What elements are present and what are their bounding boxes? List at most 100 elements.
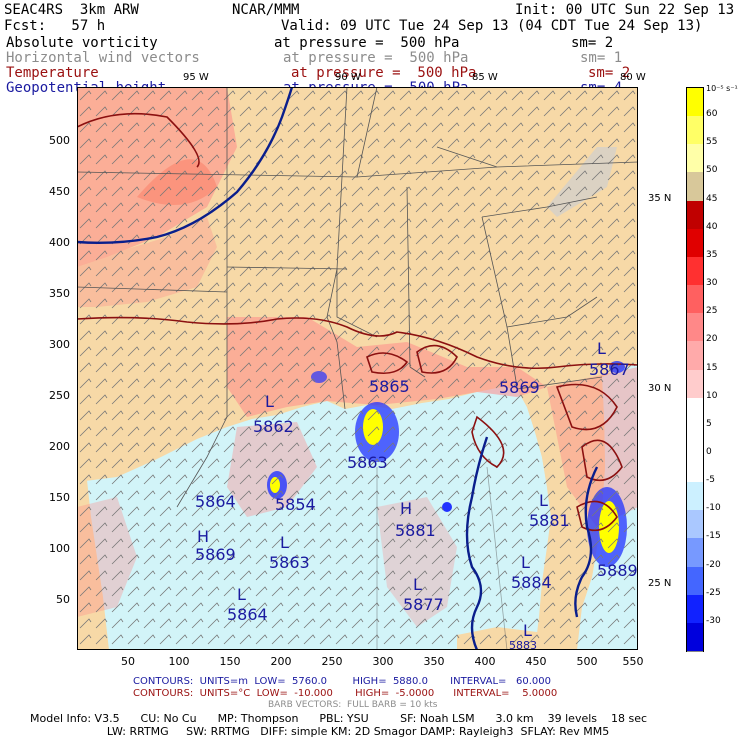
y-tick: 50 [56,593,70,606]
temperature-contours [77,112,638,532]
x-tick: 400 [474,655,496,668]
colorbar-segment [687,88,703,118]
colorbar-segment [687,172,703,203]
field-3-level: at pressure = 500 hPa [291,65,477,81]
colorbar [686,87,704,653]
height-label: 5881 [529,511,570,530]
height-label: 5877 [403,595,444,614]
height-label: 5884 [511,573,552,592]
colorbar-segment [687,116,703,146]
colorbar-tick-label: 0 [706,446,712,457]
colorbar-tick-label: 60 [706,109,718,120]
longitude-label: 95 W [183,72,209,83]
colorbar-tick-label: 10 [706,390,718,401]
y-tick: 250 [49,389,70,402]
colorbar-tick-label: 30 [706,278,718,289]
latitude-label: 25 N [648,578,672,589]
colorbar-tick-label: 15 [706,362,718,373]
x-tick: 300 [372,655,394,668]
colorbar-segment [687,622,703,653]
colorbar-tick-label: 50 [706,165,718,176]
height-contour-info: CONTOURS: UNITS=m LOW= 5760.0 HIGH= 5880… [133,676,551,687]
low-symbol: L [597,339,606,358]
height-label: 5863 [347,453,388,472]
field-1-sm: sm= 2 [571,35,614,51]
low-symbol: L [539,491,548,510]
height-label: 5881 [395,521,436,540]
colorbar-segment [687,425,703,456]
forecast-hour: Fcst: 57 h [4,18,106,34]
model-info-line-2: LW: RRTMG SW: RRTMG DIFF: simple KM: 2D … [30,725,610,738]
y-tick: 400 [49,236,70,249]
longitude-label: 80 W [620,72,646,83]
colorbar-tick-label: 25 [706,306,718,317]
colorbar-tick-label: 55 [706,137,718,148]
colorbar-tick-label: -30 [706,615,721,626]
colorbar-segment [687,285,703,315]
height-label: 5883 [509,639,537,650]
height-label: 5864 [227,605,268,624]
colorbar-segment [687,482,703,512]
field-2-name: Horizontal wind vectors [6,50,200,66]
colorbar-segment [687,538,703,569]
field-3-name: Temperature [6,65,99,81]
map-panel: L 5862 5865 5863 5869 L 5867 5864 5854 H… [77,87,638,650]
x-tick: 550 [622,655,644,668]
x-tick: 450 [525,655,547,668]
height-label: 5867 [589,360,630,379]
colorbar-segment [687,510,703,540]
colorbar-segment [687,566,703,597]
height-label: 5865 [369,377,410,396]
height-label: 5864 [195,492,236,511]
height-label: 5869 [195,545,236,564]
x-tick: 500 [576,655,598,668]
y-tick: 500 [49,134,70,147]
y-tick: 350 [49,287,70,300]
x-tick: 350 [423,655,445,668]
colorbar-tick-label: -15 [706,531,721,542]
longitude-label: 90 W [335,72,361,83]
y-tick: 150 [49,491,70,504]
low-symbol: L [265,392,274,411]
wind-barbs [77,87,638,650]
high-symbol: H [400,499,413,518]
temperature-contour-info: CONTOURS: UNITS=°C LOW= -10.000 HIGH= -5… [133,688,558,699]
model-title: SEAC4RS 3km ARW [4,2,139,18]
field-1-name: Absolute vorticity [6,35,158,51]
map-canvas [77,87,638,650]
height-label: 5869 [499,378,540,397]
low-symbol: L [280,533,289,552]
latitude-label: 30 N [648,383,672,394]
height-label: 5862 [253,417,294,436]
field-3-sm: sm= 2 [588,65,631,81]
init-time: Init: 00 UTC Sun 22 Sep 13 [515,2,735,18]
colorbar-segment [687,369,703,400]
x-tick: 250 [321,655,343,668]
longitude-label: 85 W [472,72,498,83]
low-symbol: L [413,575,422,594]
low-symbol: L [237,585,246,604]
x-tick: 200 [270,655,292,668]
height-label: 5889 [597,561,638,580]
height-label: 5863 [269,553,310,572]
field-2-sm: sm= 1 [580,50,623,66]
x-tick: 100 [168,655,190,668]
field-1-level: at pressure = 500 hPa [274,35,460,51]
colorbar-tick-label: -20 [706,559,721,570]
low-symbol: L [521,553,530,572]
y-tick: 100 [49,542,70,555]
colorbar-segment [687,453,703,484]
colorbar-tick-label: 35 [706,249,718,260]
org-label: NCAR/MMM [232,2,300,18]
x-tick: 150 [219,655,241,668]
model-info-line-1: Model Info: V3.5 CU: No Cu MP: Thompson … [30,712,648,725]
colorbar-segment [687,397,703,428]
height-contours [77,87,599,650]
colorbar-segment [687,341,703,371]
colorbar-tick-label: 45 [706,193,718,204]
colorbar-segment [687,200,703,231]
colorbar-segment [687,144,703,174]
valid-time: Valid: 09 UTC Tue 24 Sep 13 (04 CDT Tue … [281,18,703,34]
colorbar-tick-label: -5 [706,475,715,486]
colorbar-tick-label: 40 [706,221,718,232]
